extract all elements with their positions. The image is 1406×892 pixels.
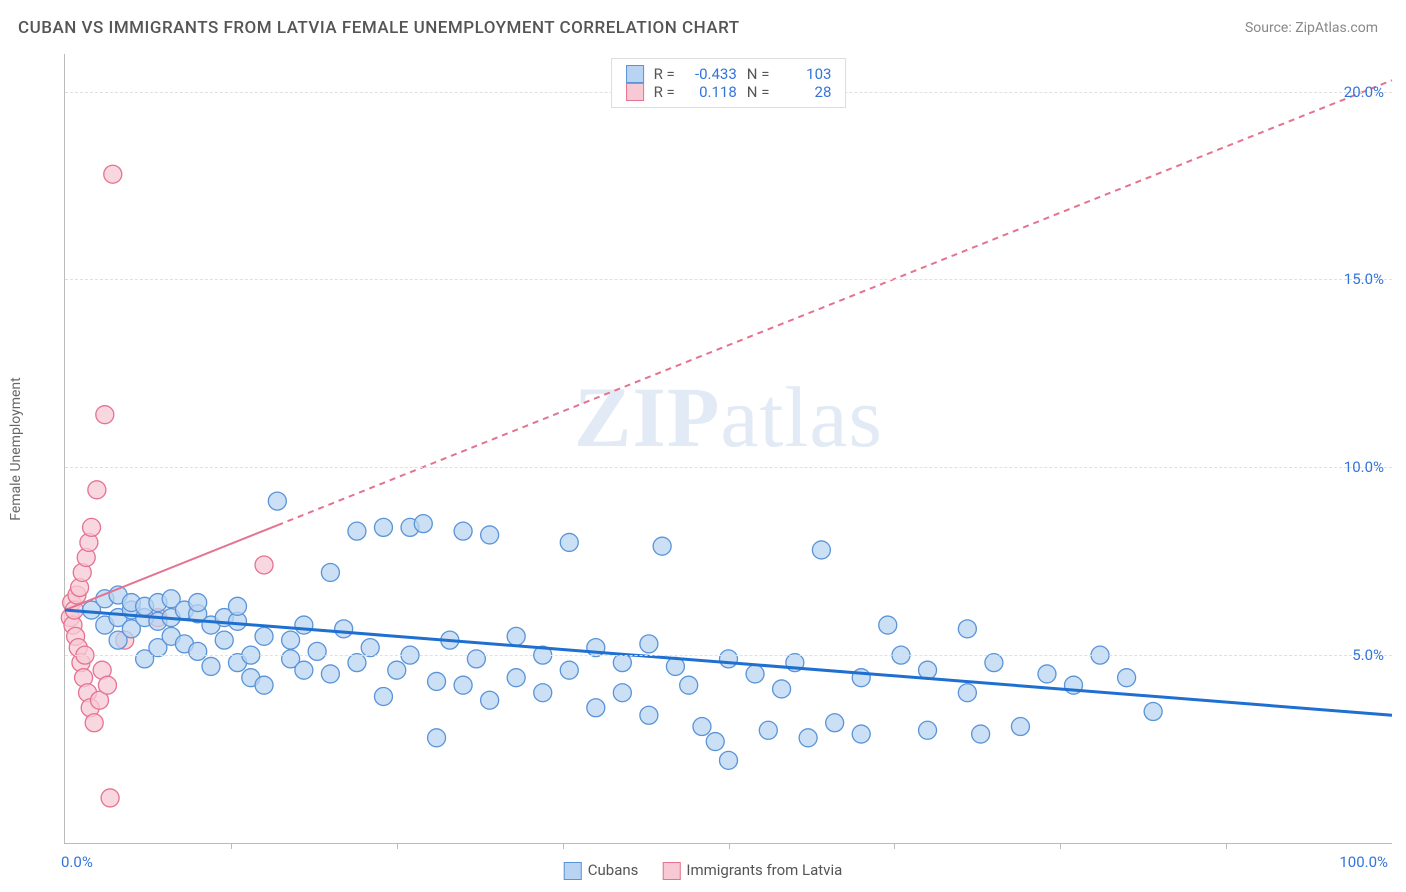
- legend-r-label: R =: [654, 83, 675, 101]
- chart-title: CUBAN VS IMMIGRANTS FROM LATVIA FEMALE U…: [18, 18, 740, 38]
- legend-n-label: N =: [747, 65, 770, 83]
- plot-svg: [65, 54, 1392, 843]
- legend-item-cubans: Cubans: [564, 861, 639, 880]
- y-tick-label: 20.0%: [1344, 83, 1384, 101]
- legend-label-cubans: Cubans: [588, 861, 639, 879]
- legend-r-value-cubans: -0.433: [685, 65, 737, 83]
- chart-area: Female Unemployment ZIPatlas R = -0.433 …: [50, 54, 1392, 844]
- y-axis-label: Female Unemployment: [8, 377, 24, 521]
- legend-n-value-latvia: 28: [779, 83, 831, 101]
- correlation-legend: R = -0.433 N = 103 R = 0.118 N = 28: [611, 58, 847, 108]
- legend-r-label: R =: [654, 65, 675, 83]
- legend-n-label: N =: [747, 83, 770, 101]
- legend-item-latvia: Immigrants from Latvia: [662, 861, 842, 880]
- legend-swatch-latvia: [626, 83, 644, 101]
- source-attribution: Source: ZipAtlas.com: [1245, 20, 1378, 36]
- y-tick-label: 15.0%: [1344, 270, 1384, 288]
- y-tick-label: 5.0%: [1352, 646, 1384, 664]
- x-tick-label: 100.0%: [1339, 853, 1388, 871]
- legend-row-latvia: R = 0.118 N = 28: [626, 83, 832, 101]
- legend-r-value-latvia: 0.118: [685, 83, 737, 101]
- plot-region: ZIPatlas R = -0.433 N = 103 R = 0.118 N …: [64, 54, 1392, 844]
- y-tick-label: 10.0%: [1344, 458, 1384, 476]
- series-legend: Cubans Immigrants from Latvia: [564, 861, 843, 880]
- legend-label-latvia: Immigrants from Latvia: [686, 861, 842, 879]
- legend-swatch-icon: [564, 862, 582, 880]
- legend-n-value-cubans: 103: [779, 65, 831, 83]
- x-tick-label: 0.0%: [61, 853, 93, 871]
- legend-swatch-icon: [662, 862, 680, 880]
- legend-swatch-cubans: [626, 65, 644, 83]
- legend-row-cubans: R = -0.433 N = 103: [626, 65, 832, 83]
